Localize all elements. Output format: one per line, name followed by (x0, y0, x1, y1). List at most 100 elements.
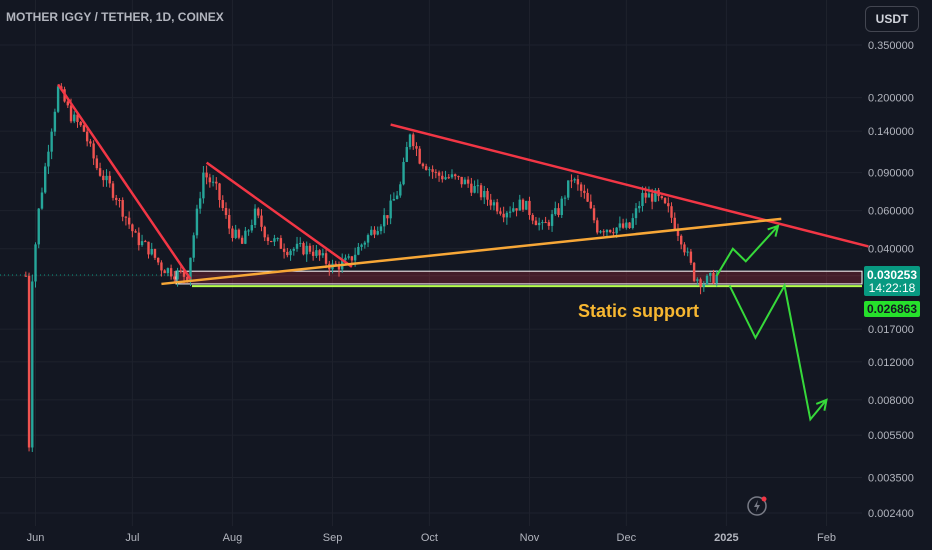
candle-body (353, 254, 357, 261)
static-support-label: Static support (578, 301, 699, 321)
y-tick-label: 0.090000 (868, 168, 914, 180)
lightning-icon[interactable] (747, 496, 767, 516)
candle-body (166, 268, 170, 274)
candle-body (176, 270, 179, 280)
candle-body (334, 263, 337, 265)
candle-body (50, 131, 53, 152)
candle-body (137, 232, 141, 246)
current-price-label: 0.030253 (867, 268, 917, 282)
candle-body (618, 223, 622, 228)
candle-body (454, 174, 457, 177)
candle-body (237, 229, 241, 238)
candle-body (295, 243, 299, 249)
candle-body (224, 208, 228, 216)
candle-body (218, 183, 221, 201)
candle-body (625, 222, 628, 228)
candle-body (663, 198, 667, 204)
current-price-tag: 0.030253 14:22:18 (864, 266, 920, 296)
candle-body (282, 248, 286, 252)
candle-body (676, 229, 680, 236)
candle-body (347, 256, 350, 258)
candle-body (589, 201, 593, 209)
candle-body (160, 262, 163, 271)
candle-body (408, 134, 412, 148)
candle-body (289, 250, 292, 256)
candle-body (709, 272, 712, 276)
green-down-projection (728, 282, 828, 422)
candle-body (211, 181, 215, 183)
candle-body (560, 198, 563, 216)
candle-body (508, 211, 512, 213)
candle-body (186, 276, 189, 282)
candle-body (583, 190, 586, 193)
candle-body (108, 175, 111, 184)
candle-body (231, 228, 234, 238)
candle-body (56, 86, 60, 112)
red-main-resistance (390, 123, 869, 248)
candle-body (98, 168, 102, 176)
candle-body (379, 226, 383, 232)
candle-body (621, 223, 625, 228)
candle-body (441, 175, 444, 180)
green-up-projection (715, 225, 779, 277)
candle-body (447, 177, 450, 179)
candle-body (370, 229, 373, 236)
candle-body (276, 238, 279, 240)
candle-body (247, 230, 250, 232)
candle-body (586, 192, 589, 202)
x-tick-label: Nov (520, 532, 540, 544)
candle-body (641, 192, 644, 207)
candle-body (479, 185, 483, 198)
y-tick-label: 0.060000 (868, 206, 914, 218)
candle-body (366, 235, 370, 243)
candle-body (360, 244, 363, 247)
candle-body (299, 243, 302, 245)
candle-body (692, 262, 696, 281)
candle-body (386, 215, 389, 219)
candle-body (363, 242, 367, 245)
candle-body (215, 181, 218, 184)
green-down-projection-arrowhead (815, 398, 828, 411)
candle-body (470, 183, 473, 193)
candle-body (683, 244, 686, 253)
candle-body (205, 172, 208, 178)
candle-body (421, 163, 425, 167)
candle-body (650, 193, 654, 202)
candle-body (660, 196, 664, 199)
candle-body (563, 197, 567, 199)
candle-body (105, 175, 108, 181)
candle-body (169, 268, 173, 277)
candle-body (573, 179, 576, 181)
y-tick-label: 0.200000 (868, 93, 914, 105)
candle-body (399, 184, 402, 196)
x-tick-label: 2025 (714, 532, 738, 544)
currency-button[interactable]: USDT (865, 6, 919, 32)
candle-body (273, 238, 276, 242)
candle-body (131, 224, 134, 232)
candle-body (502, 213, 505, 218)
candle-body (337, 264, 341, 270)
candle-body (392, 199, 396, 201)
candle-body (505, 212, 509, 218)
candle-body (415, 146, 418, 149)
candle-body (324, 253, 328, 264)
candle-body (537, 222, 541, 226)
candle-body (53, 111, 57, 132)
candle-body (234, 229, 237, 238)
candle-body (428, 169, 431, 171)
candle-body (483, 190, 486, 198)
candle-body (476, 185, 480, 187)
y-tick-label: 0.012000 (868, 357, 914, 369)
x-tick-label: Jun (27, 532, 45, 544)
candle-body (424, 166, 428, 170)
candle-body (127, 217, 131, 225)
candle-body (412, 134, 415, 147)
time-axis[interactable]: Jun Jul Aug Sep Oct Nov Dec 2025 Feb (27, 532, 836, 544)
candle-body (315, 250, 318, 256)
candle-body (638, 206, 641, 209)
y-tick-label: 0.350000 (868, 40, 914, 52)
candle-body (244, 230, 247, 244)
y-tick-label: 0.005500 (868, 430, 914, 442)
candle-body (179, 270, 182, 272)
